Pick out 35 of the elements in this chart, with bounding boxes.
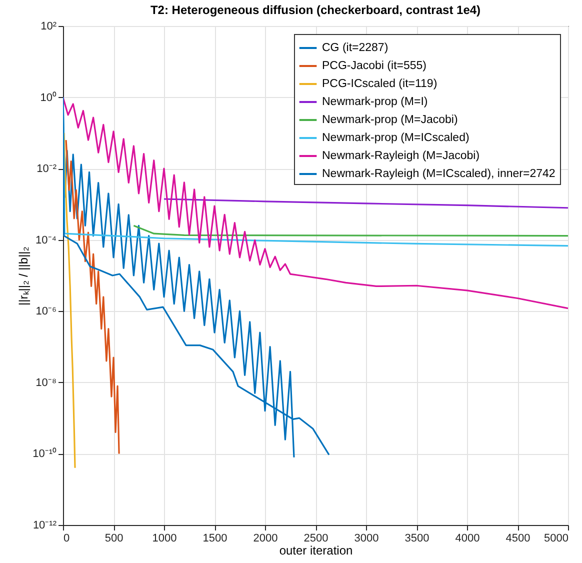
y-axis-title: ||rₖ||₂ / ||b||₂	[16, 246, 31, 306]
y-tick-label: 10²	[40, 20, 57, 32]
x-tick-label: 500	[104, 532, 124, 544]
x-tick-label: 5000	[544, 532, 568, 544]
y-tick-label: 10⁰	[40, 90, 56, 104]
legend-label: Newmark-prop (M=I)	[322, 96, 428, 108]
x-tick-label: 1000	[152, 532, 177, 544]
legend-label: PCG-Jacobi (it=555)	[322, 60, 427, 72]
legend-label: Newmark-prop (M=ICscaled)	[322, 132, 470, 144]
x-tick-label: 2000	[253, 532, 278, 544]
x-tick-label: 4000	[455, 532, 480, 544]
y-tick-label: 10⁻²	[36, 163, 57, 176]
legend-label: CG (it=2287)	[322, 42, 388, 54]
y-tick-label: 10⁻¹²	[32, 520, 57, 532]
legend-label: Newmark-prop (M=Jacobi)	[322, 114, 458, 126]
y-tick-label: 10⁻¹⁰	[32, 447, 56, 460]
legend-label: Newmark-Rayleigh (M=ICscaled), inner=2742	[322, 168, 556, 180]
legend-label: Newmark-Rayleigh (M=Jacobi)	[322, 150, 480, 162]
x-tick-label: 0	[64, 532, 70, 544]
x-tick-label: 3000	[354, 532, 379, 544]
y-tick-label: 10⁻⁴	[36, 234, 57, 246]
y-tick-label: 10⁻⁸	[36, 376, 56, 389]
line-series	[63, 132, 76, 469]
x-tick-label: 3500	[404, 532, 430, 544]
line-series	[63, 96, 568, 310]
x-tick-label: 4500	[506, 532, 530, 544]
y-tick-label: 10⁻⁶	[36, 306, 56, 318]
line-series	[163, 198, 568, 209]
line-series	[65, 139, 120, 455]
x-tick-label: 1500	[202, 532, 228, 544]
line-series	[132, 224, 568, 237]
x-axis-title: outer iteration	[279, 544, 353, 558]
legend-label: PCG-ICscaled (it=119)	[322, 78, 438, 90]
x-tick-label: 2500	[304, 532, 328, 544]
chart-title: T2: Heterogeneous diffusion (checkerboard, contrast 1e4)	[150, 3, 481, 17]
